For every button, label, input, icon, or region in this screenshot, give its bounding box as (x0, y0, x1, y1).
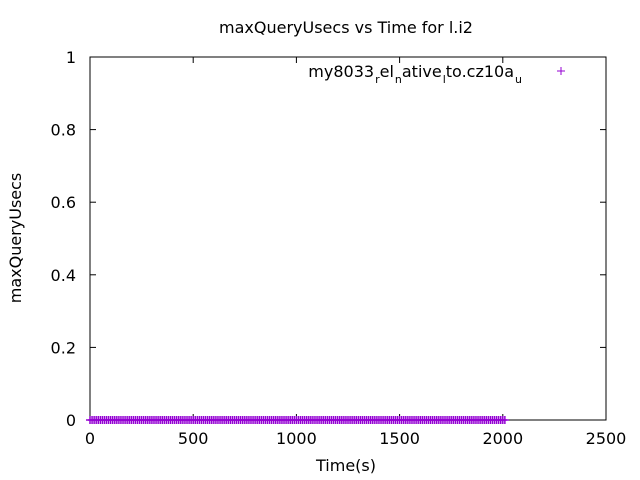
legend-subscript: l (443, 73, 446, 86)
x-axis-label: Time(s) (315, 456, 376, 475)
legend-text-part: to.cz10a (446, 62, 514, 81)
y-axis: 0 0.2 0.4 0.6 0.8 1 (51, 48, 606, 430)
legend-subscript: n (395, 73, 402, 86)
plot-frame (89, 56, 607, 421)
y-tick-label: 0 (66, 411, 76, 430)
legend-text-part: ative (402, 62, 442, 81)
y-tick-label: 0.4 (51, 266, 76, 285)
legend-marker (557, 67, 565, 75)
x-tick-label: 1000 (276, 429, 317, 448)
y-tick-label: 0.8 (51, 121, 76, 140)
x-tick-label: 0 (85, 429, 95, 448)
legend: my8033relnativelto.cz10au (308, 62, 565, 86)
legend-subscript: r (375, 73, 380, 86)
x-tick-label: 500 (178, 429, 209, 448)
x-tick-label: 2000 (482, 429, 523, 448)
x-axis: 0 500 1000 1500 2000 2500 (85, 57, 626, 448)
series-points (86, 416, 509, 424)
plot-area (89, 56, 607, 421)
x-tick-label: 2500 (586, 429, 627, 448)
legend-text-part: my8033 (308, 62, 374, 81)
legend-label: my8033relnativelto.cz10au (308, 62, 522, 86)
y-axis-label: maxQueryUsecs (6, 173, 25, 304)
chart-title: maxQueryUsecs vs Time for l.i2 (219, 18, 473, 37)
legend-text-part: el (380, 62, 394, 81)
y-tick-label: 0.2 (51, 338, 76, 357)
y-tick-label: 1 (66, 48, 76, 67)
legend-subscript: u (515, 73, 522, 86)
data-point (500, 416, 509, 424)
x-tick-label: 1500 (379, 429, 420, 448)
y-tick-label: 0.6 (51, 193, 76, 212)
